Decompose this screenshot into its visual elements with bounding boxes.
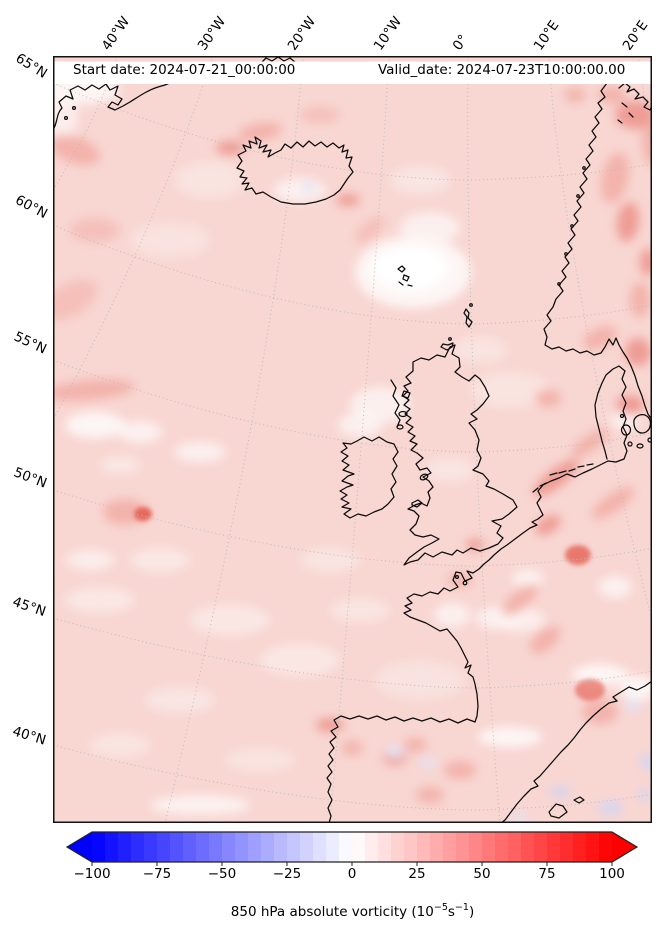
lat-tick-label-65n: 65°N: [12, 50, 50, 82]
colorbar: [65, 831, 639, 866]
colorbar-tick-neg100: −100: [73, 866, 111, 882]
colorbar-gradient-bands: [92, 832, 613, 862]
map-frame: [53, 56, 652, 823]
caption-prefix: 850 hPa absolute vorticity (10: [230, 904, 434, 920]
colorbar-tick-neg50: −50: [207, 866, 237, 882]
map-plot: [53, 56, 652, 823]
caption-exponent-1: −5: [433, 902, 448, 913]
lon-tick-label-10w: 10°W: [370, 13, 406, 54]
lat-tick-label-45n: 45°N: [10, 593, 48, 621]
lon-tick-label-10e: 10°E: [530, 17, 563, 54]
lon-tick-label-30w: 30°W: [194, 13, 230, 54]
coastlines: [53, 56, 652, 823]
colorbar-tick-0: 0: [347, 866, 357, 882]
colorbar-min-arrow: [67, 832, 92, 862]
colorbar-tick-neg25: −25: [272, 866, 302, 882]
lat-tick-label-50n: 50°N: [11, 464, 49, 492]
colorbar-tick-25: 25: [408, 866, 426, 882]
start-date-label: Start date: 2024-07-21_00:00:00: [73, 62, 296, 78]
lat-tick-label-40n: 40°N: [10, 723, 48, 749]
lon-tick-label-20e: 20°E: [619, 17, 652, 54]
vorticity-field-blobs: [53, 76, 652, 823]
valid-date-label: Valid_date: 2024-07-23T10:00:00.00: [378, 62, 626, 78]
colorbar-tick-neg75: −75: [142, 866, 172, 882]
title-band: [53, 61, 652, 84]
colorbar-caption: 850 hPa absolute vorticity (10−5s−1): [53, 899, 652, 921]
caption-exponent-2: −1: [454, 902, 469, 913]
lat-tick-label-55n: 55°N: [11, 328, 50, 358]
colorbar-tick-75: 75: [538, 866, 556, 882]
lon-tick-label-40w: 40°W: [98, 13, 134, 54]
colorbar-tick-50: 50: [473, 866, 491, 882]
lon-tick-label-20w: 20°W: [284, 13, 320, 54]
vorticity-strong-spots: [134, 507, 605, 701]
lon-tick-label-0: 0°: [449, 31, 472, 54]
colorbar-tick-100: 100: [599, 866, 625, 882]
caption-unit: s: [447, 904, 455, 920]
colorbar-tick-marks: [91, 862, 613, 866]
lat-tick-label-60n: 60°N: [12, 192, 51, 223]
map-canvas: Start date: 2024-07-21_00:00:00 Valid_da…: [53, 56, 652, 823]
colorbar-max-arrow: [612, 832, 637, 862]
caption-suffix: ): [468, 904, 475, 920]
